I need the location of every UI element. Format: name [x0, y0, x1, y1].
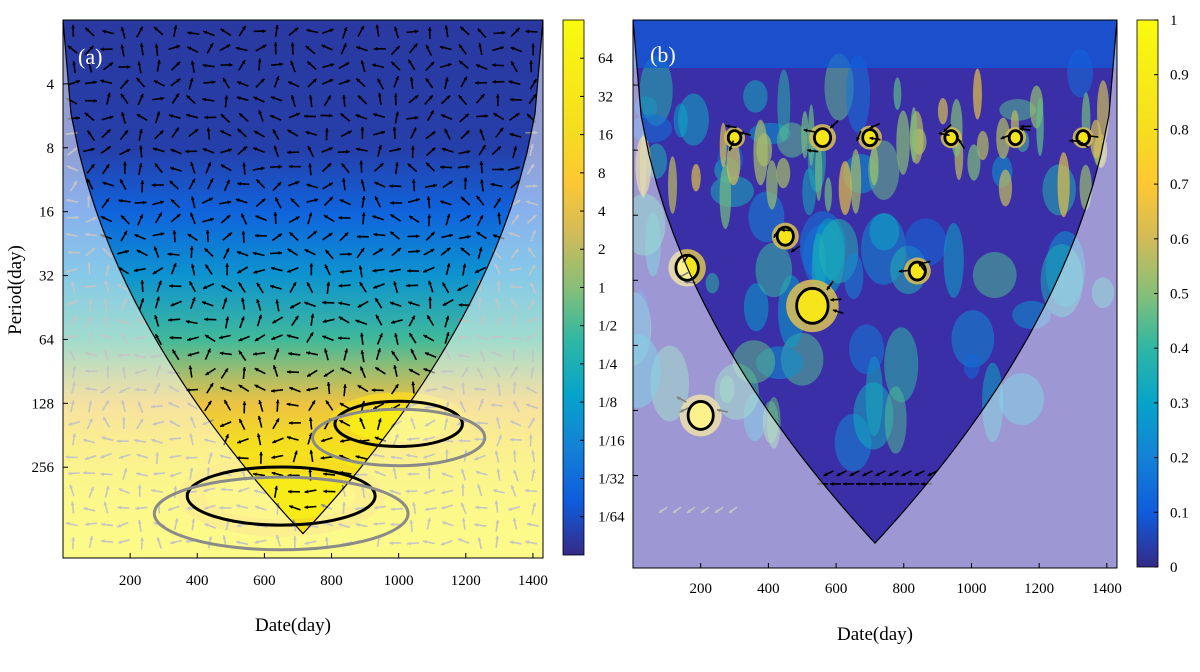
x-tick-label: 200 — [119, 573, 142, 589]
texture-band — [910, 107, 917, 162]
colorbar-tick-label: 0.7 — [1170, 177, 1189, 193]
x-tick-label: 1000 — [956, 581, 986, 597]
panel-a-colorbar: 64 32 16 8 4 2 1 1/2 1/4 1/8 1/16 1/32 1/64 — [563, 20, 625, 555]
texture-band — [967, 144, 980, 180]
colorbar-tick-label: 1/64 — [598, 510, 625, 526]
texture-band — [1058, 152, 1070, 217]
texture-band — [691, 164, 700, 192]
panel-b-xlabel: Date(day) — [837, 624, 913, 645]
colorbar-tick-label: 1/16 — [598, 433, 625, 449]
colorbar-tick-label: 1/4 — [598, 357, 618, 373]
colorbar-tick-label: 1/32 — [598, 471, 625, 487]
colorbar-tick-label: 4 — [598, 204, 606, 220]
x-tick-label: 1200 — [1024, 581, 1054, 597]
texture-band — [944, 223, 964, 298]
texture-band — [893, 78, 901, 110]
texture-band — [668, 156, 677, 213]
x-tick-label: 1400 — [1092, 581, 1122, 597]
colorbar-tick-label: 2 — [598, 242, 606, 258]
texture-band — [850, 149, 861, 214]
x-tick-label: 400 — [757, 581, 780, 597]
texture-band — [743, 80, 767, 113]
x-tick-label: 1000 — [384, 573, 414, 589]
texture-band — [839, 161, 852, 215]
colorbar-tick-label: 0.9 — [1170, 68, 1189, 84]
colorbar-tick-label: 1/2 — [598, 319, 617, 335]
texture-band — [633, 20, 1117, 68]
colorbar-tick-label: 0.3 — [1170, 396, 1189, 412]
texture-band — [999, 169, 1012, 206]
texture-band — [844, 253, 863, 299]
panel-b: (b) 200 400 600 800 1000 1200 1400 Date(day) — [616, 20, 1122, 645]
colorbar-tick-label: 32 — [598, 89, 613, 105]
texture-band — [802, 168, 816, 215]
colorbar-tick-label: 8 — [598, 166, 606, 182]
y-tick-label: 64 — [39, 332, 55, 348]
y-tick-label: 4 — [47, 77, 55, 93]
texture-band — [964, 354, 980, 379]
colorbar-tick-label: 0 — [1170, 560, 1178, 576]
texture-band — [720, 123, 727, 168]
panel-a-label: (a) — [78, 44, 102, 69]
x-tick-label: 800 — [320, 573, 343, 589]
colorbar-tick-label: 1/8 — [598, 395, 617, 411]
colorbar-tick-label: 0.8 — [1170, 122, 1189, 138]
colorbar-tick-label: 0.4 — [1170, 341, 1189, 357]
texture-band — [1036, 97, 1043, 156]
texture-band — [755, 243, 792, 297]
panel-a: (a) 200 400 600 800 1000 1200 1400 4 8 16 32 64 128… — [5, 20, 548, 636]
x-tick-label: 800 — [893, 581, 916, 597]
y-tick-label: 8 — [47, 141, 55, 157]
x-tick-label: 1400 — [518, 573, 548, 589]
texture-band — [938, 98, 948, 124]
colorbar-tick-label: 0.2 — [1170, 451, 1189, 467]
x-tick-label: 1200 — [451, 573, 481, 589]
colorbar-tick-label: 16 — [598, 128, 614, 144]
colorbar-tick-label: 0.6 — [1170, 232, 1189, 248]
colorbar-tick-label: 64 — [598, 51, 614, 67]
texture-band — [849, 324, 884, 374]
panel-a-ylabel: Period(day) — [5, 245, 26, 335]
texture-band — [801, 111, 809, 158]
texture-band — [870, 146, 879, 186]
y-tick-label: 16 — [39, 205, 55, 221]
colorbar-tick-label: 0.1 — [1170, 505, 1189, 521]
colorbar-tick-label: 0.5 — [1170, 287, 1189, 303]
panel-a-xlabel: Date(day) — [255, 615, 331, 636]
y-tick-label: 128 — [32, 396, 55, 412]
texture-band — [825, 177, 832, 211]
texture-band — [706, 273, 720, 293]
colorbar-tick-label: 1 — [1170, 13, 1178, 29]
texture-band — [753, 120, 767, 185]
texture-band — [870, 213, 900, 250]
y-tick-label: 256 — [32, 460, 55, 476]
texture-band — [766, 160, 777, 209]
x-tick-label: 400 — [186, 573, 209, 589]
x-tick-label: 200 — [689, 581, 712, 597]
texture-band — [776, 158, 790, 188]
texture-band — [678, 93, 709, 145]
panel-b-label: (b) — [650, 42, 676, 67]
y-tick-label: 32 — [39, 269, 54, 285]
texture-band — [885, 386, 907, 453]
texture-band — [896, 110, 910, 174]
texture-band — [973, 69, 982, 120]
panel-b-colorbar: 1 0.9 0.8 0.7 0.6 0.5 0.4 0.3 0.2 0.1 0 — [1137, 13, 1189, 576]
x-tick-label: 600 — [825, 581, 848, 597]
texture-band — [973, 252, 1017, 298]
x-tick-label: 600 — [253, 573, 276, 589]
colorbar-tick-label: 1 — [598, 280, 606, 296]
